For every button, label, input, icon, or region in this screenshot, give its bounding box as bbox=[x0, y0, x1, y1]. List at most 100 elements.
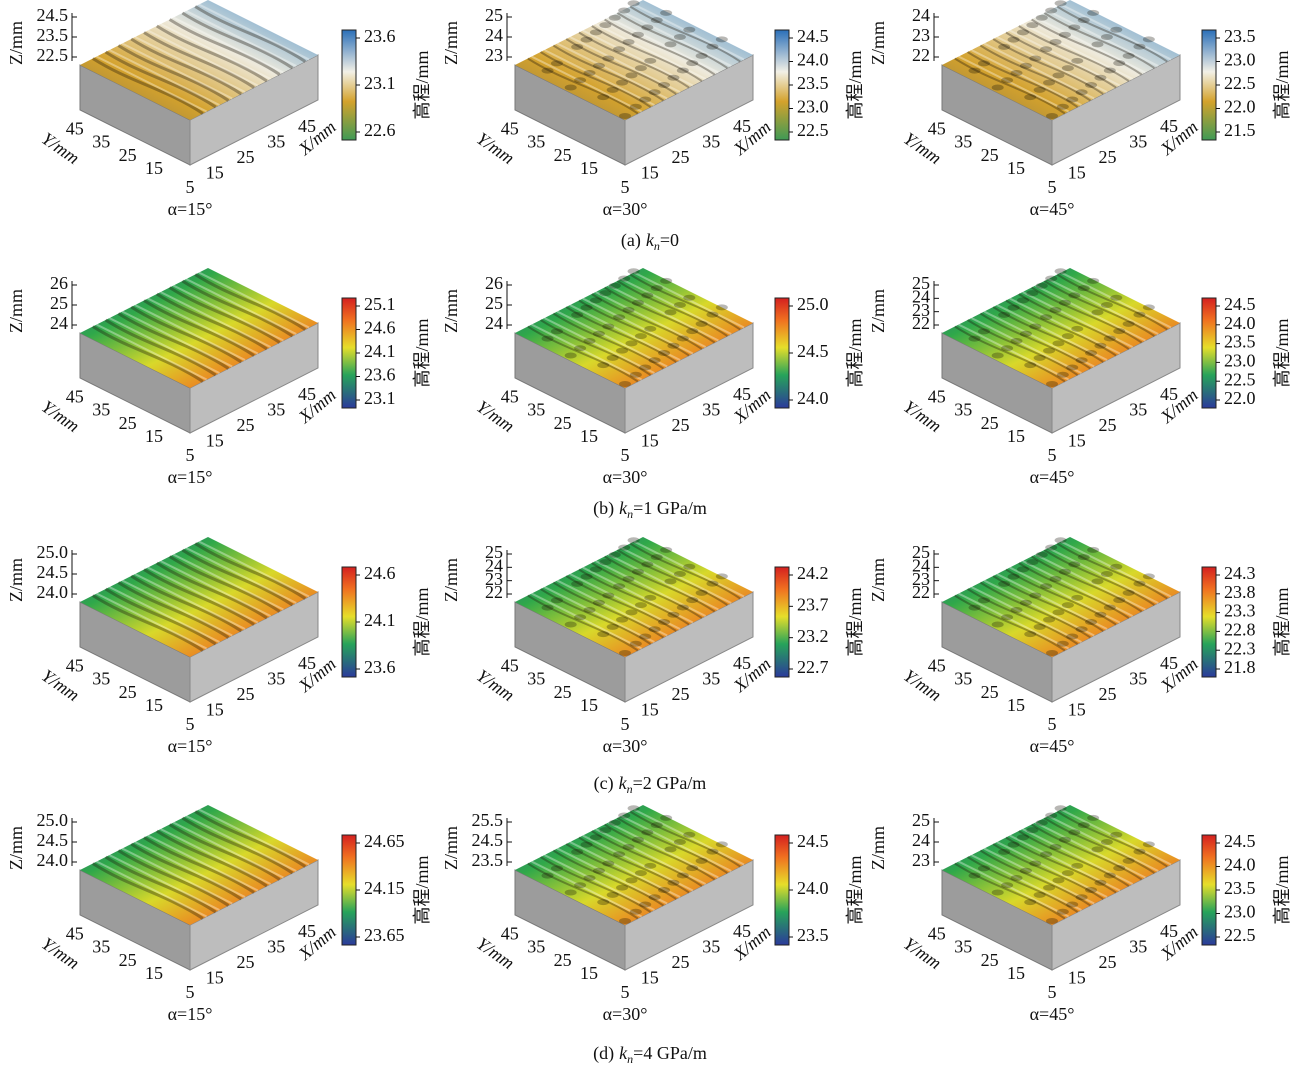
colorbar bbox=[341, 566, 357, 678]
texture bbox=[1026, 22, 1039, 29]
x-tick-label: 15 bbox=[1068, 163, 1086, 183]
texture bbox=[673, 839, 686, 846]
ridge-highlight bbox=[531, 323, 643, 381]
texture bbox=[574, 882, 587, 889]
texture bbox=[1068, 292, 1081, 299]
x-tick-label: 25 bbox=[672, 952, 690, 972]
ridge-highlight bbox=[607, 16, 719, 74]
texture bbox=[1045, 7, 1058, 14]
texture bbox=[1043, 79, 1056, 86]
ridge bbox=[91, 57, 204, 115]
colorbar-label: 高程/mm bbox=[845, 50, 865, 119]
caption-label: (d) bbox=[593, 1043, 614, 1064]
ridge bbox=[527, 594, 639, 652]
texture bbox=[1133, 43, 1146, 50]
texture bbox=[1075, 894, 1088, 901]
y-tick-label: 25 bbox=[981, 682, 999, 702]
x-tick-label: 45 bbox=[1160, 384, 1178, 404]
ridge-highlight bbox=[160, 828, 272, 885]
ridge bbox=[194, 5, 307, 63]
surface-plot: 25242322Z/mm45352515Y/mm515253545X/mmα=4… bbox=[868, 268, 1292, 487]
ridge-highlight bbox=[198, 271, 310, 329]
texture bbox=[625, 72, 638, 79]
ridge bbox=[629, 273, 741, 331]
x-tick-label: 35 bbox=[1129, 131, 1147, 151]
y-tick-label: 45 bbox=[501, 387, 519, 407]
texture bbox=[580, 304, 593, 311]
ridge bbox=[168, 555, 281, 613]
texture bbox=[1029, 323, 1042, 330]
caption-value: =1 GPa/m bbox=[633, 498, 707, 518]
ridge-highlight bbox=[970, 49, 1082, 106]
x-tick-label: 15 bbox=[206, 968, 224, 988]
texture bbox=[998, 848, 1011, 855]
ridge-highlight bbox=[198, 540, 310, 598]
texture bbox=[634, 333, 647, 340]
texture bbox=[686, 60, 699, 67]
texture bbox=[625, 609, 638, 616]
colorbar-tick-label: 23.2 bbox=[797, 626, 829, 646]
texture bbox=[660, 277, 673, 284]
texture bbox=[1061, 870, 1074, 877]
texture bbox=[1087, 814, 1100, 821]
colorbar-tick-label: 23.1 bbox=[364, 73, 396, 93]
texture bbox=[676, 67, 689, 74]
caption-subscript: n bbox=[627, 1052, 633, 1066]
texture bbox=[1049, 843, 1062, 850]
y-tick-label: 35 bbox=[92, 937, 110, 957]
texture bbox=[977, 60, 990, 67]
y-tick-label: 35 bbox=[954, 132, 972, 152]
texture bbox=[1035, 14, 1048, 21]
caption-label: (a) bbox=[621, 230, 641, 251]
colorbar-tick-label: 23.5 bbox=[797, 73, 829, 93]
x-tick-label: 25 bbox=[237, 147, 255, 167]
ridge-highlight bbox=[1047, 278, 1159, 335]
texture bbox=[1029, 860, 1042, 867]
z-axis-label: Z/mm bbox=[868, 826, 888, 870]
texture bbox=[639, 364, 652, 371]
texture bbox=[608, 819, 621, 826]
ridge bbox=[552, 849, 664, 907]
x-tick-label: 15 bbox=[206, 163, 224, 183]
texture bbox=[1077, 554, 1090, 561]
texture bbox=[606, 891, 619, 898]
ridge bbox=[967, 588, 1079, 645]
ridge bbox=[130, 574, 243, 633]
texture bbox=[583, 606, 596, 613]
texture bbox=[1056, 371, 1069, 378]
texture bbox=[625, 340, 638, 347]
ridge-highlight bbox=[1034, 284, 1146, 342]
texture bbox=[619, 113, 631, 119]
texture bbox=[1113, 60, 1126, 67]
colorbar-tick-label: 22.5 bbox=[1224, 925, 1256, 945]
texture bbox=[1007, 36, 1020, 43]
top-surface bbox=[515, 537, 753, 657]
ridge bbox=[1031, 555, 1143, 613]
texture bbox=[634, 65, 647, 72]
y-tick-label: 35 bbox=[92, 132, 110, 152]
ridge-highlight bbox=[1022, 560, 1134, 617]
z-tick-label: 23 bbox=[485, 45, 503, 65]
texture bbox=[1066, 633, 1079, 640]
ridge bbox=[181, 548, 294, 607]
texture bbox=[664, 41, 677, 48]
texture bbox=[1142, 36, 1155, 43]
y-tick-label: 45 bbox=[928, 119, 946, 139]
x-tick-label: 5 bbox=[186, 177, 195, 197]
angle-label: α=45° bbox=[1030, 736, 1075, 756]
ridge-highlight bbox=[569, 304, 681, 361]
texture bbox=[1007, 573, 1020, 580]
x-tick-label: 45 bbox=[1160, 653, 1178, 673]
x-tick-label: 5 bbox=[186, 445, 195, 465]
ridge-highlight bbox=[1009, 29, 1121, 87]
texture bbox=[658, 81, 671, 88]
texture bbox=[1091, 846, 1104, 853]
ridge bbox=[1005, 31, 1117, 89]
texture bbox=[1016, 834, 1029, 841]
texture bbox=[613, 46, 626, 53]
ridge-highlight bbox=[147, 29, 259, 87]
surface-plot: 252423Z/mm45352515Y/mm515253545X/mmα=30°… bbox=[441, 0, 865, 219]
ridge-highlight bbox=[556, 579, 668, 637]
ridge bbox=[578, 31, 690, 89]
